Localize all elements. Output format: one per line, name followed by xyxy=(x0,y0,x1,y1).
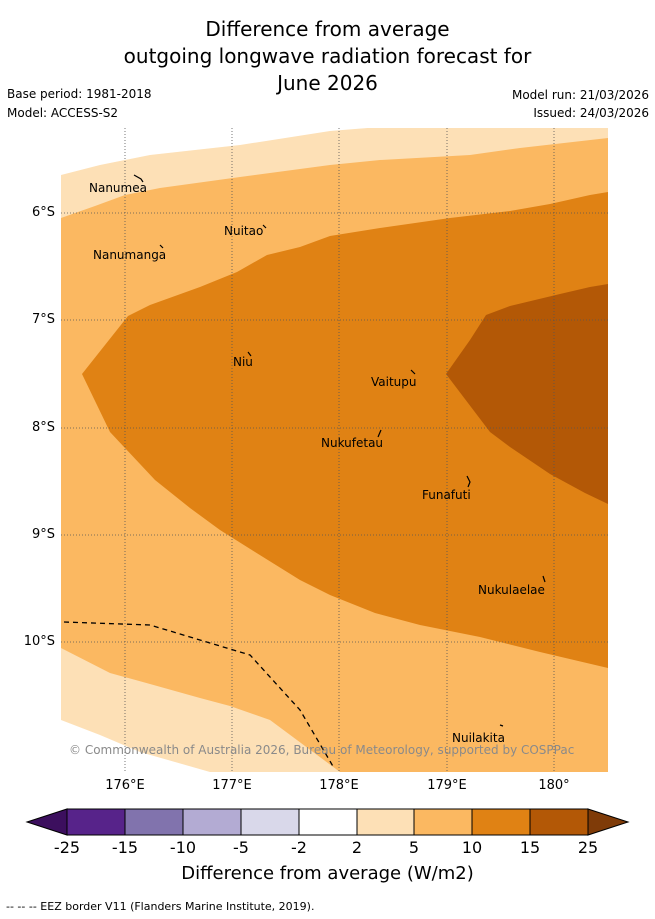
lon-label-177e: 177°E xyxy=(212,778,252,793)
title-line-3: June 2026 xyxy=(277,71,378,95)
lon-label-179e: 179°E xyxy=(427,778,467,793)
eez-border-line xyxy=(63,621,335,769)
colorbar-tick: 25 xyxy=(577,838,599,857)
issued-date: Issued: 24/03/2026 xyxy=(533,106,649,120)
place-vaitupu: Vaitupu xyxy=(371,375,417,389)
colorbar-tick: -15 xyxy=(111,838,139,857)
place-niu: Niu xyxy=(233,355,253,369)
lon-label-178e: 178°E xyxy=(319,778,359,793)
map-gridlines xyxy=(61,128,608,772)
place-nanumea: Nanumea xyxy=(89,181,147,195)
place-nanumanga: Nanumanga xyxy=(93,248,167,262)
colorbar-tick: 10 xyxy=(461,838,483,857)
lat-label-8s: 8°S xyxy=(31,420,55,435)
colorbar xyxy=(25,808,630,836)
lat-label-9s: 9°S xyxy=(31,527,55,542)
base-period: Base period: 1981-2018 xyxy=(7,87,152,101)
contour-10-to-15 xyxy=(82,192,608,668)
colorbar-tick: -5 xyxy=(233,838,249,857)
title-line-2: outgoing longwave radiation forecast for xyxy=(123,44,532,68)
place-funafuti: Funafuti xyxy=(422,488,471,502)
lon-label-176e: 176°E xyxy=(105,778,145,793)
lon-label-180: 180° xyxy=(538,778,570,793)
place-nukufetau: Nukufetau xyxy=(321,436,384,450)
colorbar-tick: -10 xyxy=(169,838,197,857)
colorbar-tick: 15 xyxy=(519,838,541,857)
colorbar-tick: -25 xyxy=(53,838,81,857)
colorbar-tick: 2 xyxy=(351,838,363,857)
lat-label-10s: 10°S xyxy=(23,634,55,649)
place-nuilakita: Nuilakita xyxy=(452,731,505,745)
lat-label-7s: 7°S xyxy=(31,312,55,327)
place-nukulaelae: Nukulaelae xyxy=(478,583,545,597)
contour-15-to-25 xyxy=(446,284,608,504)
lat-label-6s: 6°S xyxy=(31,205,55,220)
map-contours xyxy=(61,128,608,772)
title-line-1: Difference from average xyxy=(205,17,450,41)
map-title: Difference from average outgoing longwav… xyxy=(0,16,655,97)
colorbar-tick: 5 xyxy=(408,838,420,857)
model-name: Model: ACCESS-S2 xyxy=(7,106,119,120)
island-marks xyxy=(133,174,546,727)
model-run: Model run: 21/03/2026 xyxy=(511,88,649,102)
colorbar-title: Difference from average (W/m2) xyxy=(181,863,474,884)
place-nuitao: Nuitao xyxy=(224,224,264,238)
eez-border-legend: -- -- -- EEZ border V11 (Flanders Marine… xyxy=(6,900,315,913)
colorbar-tick: -2 xyxy=(291,838,307,857)
copyright-notice: © Commonwealth of Australia 2026, Bureau… xyxy=(69,743,575,757)
